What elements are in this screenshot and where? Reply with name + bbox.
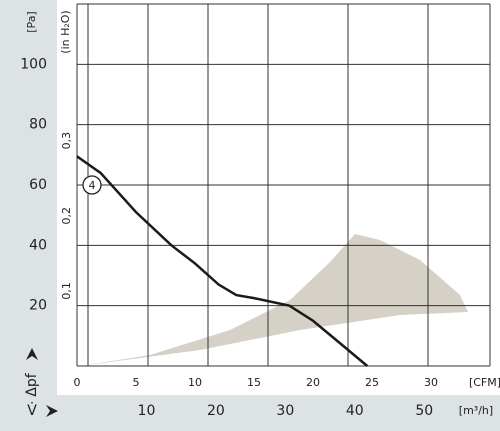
y-tick-label: 100 [20,56,47,72]
curve-label-ring [82,175,102,195]
x2-tick-label: 20 [207,403,225,419]
x2-label: [m³/h] [459,404,493,417]
operating-range [80,234,468,366]
y-tick-label: 60 [29,177,47,193]
y-tick-label: 20 [29,298,47,314]
x2-tick-label: 30 [276,403,294,419]
x-tick-label: 30 [424,376,438,389]
x2-tick-label: 50 [415,403,433,419]
x-arrow [46,405,58,417]
x-symbol: V̇ [27,402,37,419]
y2-tick-label: 0,3 [60,132,73,150]
curve [76,155,369,367]
x-tick-label: 20 [306,376,320,389]
x-label: [CFM] [469,376,500,389]
y-band [0,0,57,431]
y-label: [Pa] [25,11,38,32]
x-tick-label: 15 [247,376,261,389]
x-tick-label: 5 [133,376,140,389]
curve-label: 4 [89,179,96,192]
x-tick-label: 25 [365,376,379,389]
y-symbol: Δpf [24,372,40,396]
x-tick-label: 0 [74,376,81,389]
x-band [0,395,500,431]
y2-tick-label: 0,1 [60,282,73,300]
x2-tick-label: 10 [138,403,156,419]
y-tick-label: 80 [29,117,47,133]
y2-label: (in H₂O) [59,10,72,53]
y-arrow [26,348,38,360]
x-tick-label: 10 [188,376,202,389]
y-tick-label: 40 [29,237,47,253]
x2-tick-label: 40 [346,403,364,419]
y2-tick-label: 0,2 [60,207,73,225]
